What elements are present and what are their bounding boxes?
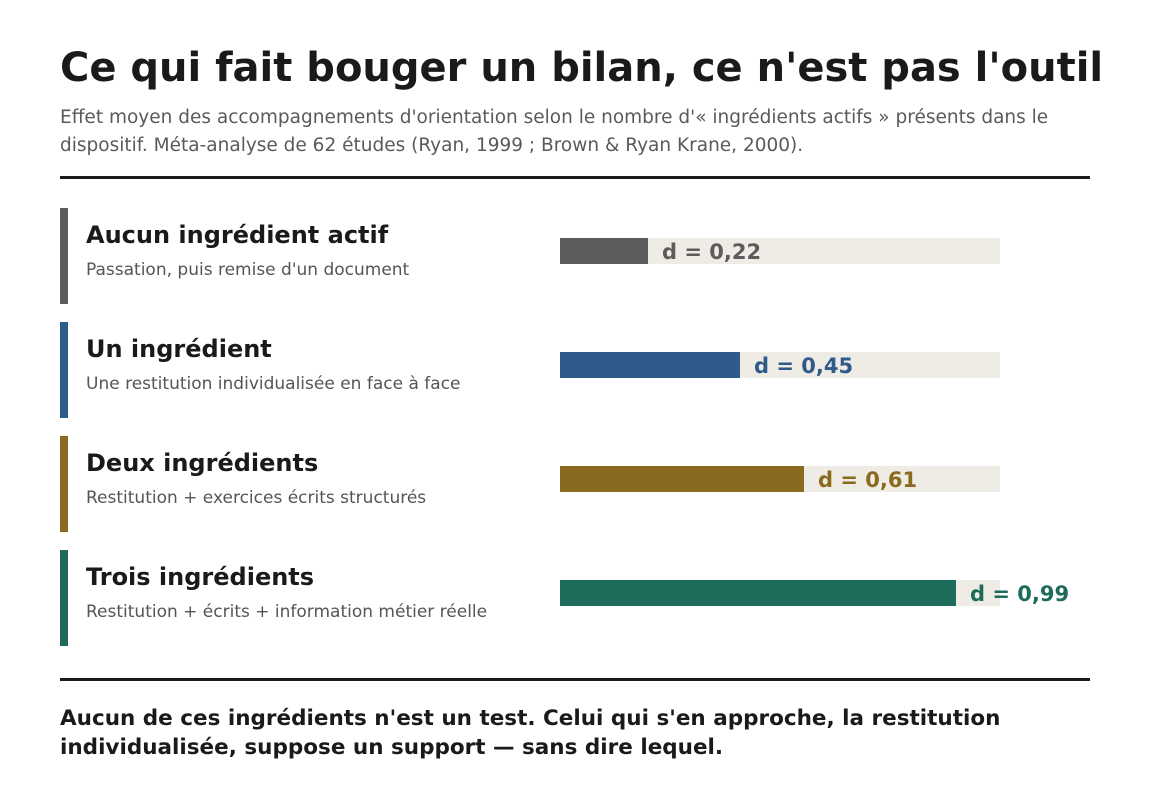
bar	[560, 580, 956, 606]
top-divider	[60, 176, 1090, 179]
chart-row: Trois ingrédients Restitution + écrits + …	[60, 550, 1090, 646]
bar	[560, 352, 740, 378]
chart-row: Aucun ingrédient actif Passation, puis re…	[60, 208, 1090, 304]
category-description: Passation, puis remise d'un document	[86, 260, 410, 280]
data-label: d = 0,45	[754, 354, 854, 378]
chart-row: Un ingrédient Une restitution individuali…	[60, 322, 1090, 418]
bottom-divider	[60, 678, 1090, 681]
chart-row: Deux ingrédients Restitution + exercices …	[60, 436, 1090, 532]
bar-track	[560, 466, 1000, 492]
category-label: Trois ingrédients	[86, 563, 315, 591]
data-label: d = 0,99	[970, 582, 1070, 606]
bar	[560, 466, 804, 492]
data-label: d = 0,61	[818, 468, 918, 492]
category-description: Restitution + exercices écrits structuré…	[86, 488, 427, 508]
bar-track	[560, 352, 1000, 378]
row-accent-bar	[60, 208, 68, 304]
footnote: Aucun de ces ingrédients n'est un test. …	[60, 706, 1001, 760]
category-description: Restitution + écrits + information métie…	[86, 602, 488, 622]
category-label: Aucun ingrédient actif	[86, 221, 389, 249]
category-description: Une restitution individualisée en face à…	[86, 374, 461, 394]
bar-track	[560, 580, 1000, 606]
data-label: d = 0,22	[662, 240, 762, 264]
row-accent-bar	[60, 550, 68, 646]
bar-track	[560, 238, 1000, 264]
page-title: Ce qui fait bouger un bilan, ce n'est pa…	[60, 45, 1104, 91]
category-label: Un ingrédient	[86, 335, 272, 363]
page-subtitle: Effet moyen des accompagnements d'orient…	[60, 107, 1049, 156]
row-accent-bar	[60, 436, 68, 532]
category-label: Deux ingrédients	[86, 449, 319, 477]
row-accent-bar	[60, 322, 68, 418]
bar	[560, 238, 648, 264]
